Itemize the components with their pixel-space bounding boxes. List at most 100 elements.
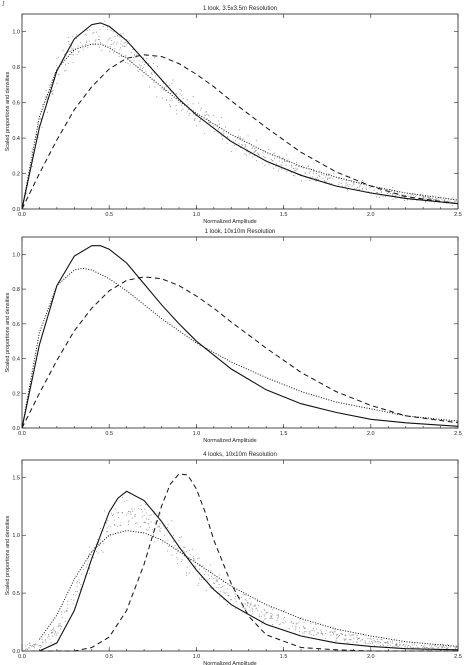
sample-point [390, 644, 391, 646]
sample-point [394, 646, 396, 648]
sample-point [379, 642, 381, 644]
sample-point [199, 120, 201, 122]
sample-point [79, 589, 81, 591]
sample-point [321, 632, 323, 634]
sample-point [137, 66, 139, 68]
sample-point [195, 115, 197, 116]
sample-point [187, 104, 189, 106]
sample-point [426, 647, 428, 648]
sample-point [27, 649, 28, 650]
sample-point [118, 512, 119, 514]
sample-point [326, 181, 327, 183]
sample-point [169, 104, 170, 106]
sample-point [220, 117, 222, 118]
x-tick-label: 1.5 [280, 212, 288, 218]
sample-point [139, 60, 141, 62]
x-tick-label: 1.5 [280, 654, 288, 660]
sample-point [337, 184, 339, 186]
sample-point [324, 633, 326, 634]
sample-point [361, 638, 363, 640]
sample-point [103, 543, 105, 545]
sample-point [341, 634, 343, 635]
sample-point [36, 134, 38, 136]
x-axis-label: Normalized Amplitude [203, 219, 257, 225]
sample-point [114, 508, 116, 510]
sample-point [394, 190, 396, 192]
sample-point [120, 43, 122, 45]
sample-point [359, 637, 360, 639]
sample-point [414, 643, 416, 645]
sample-point [447, 200, 449, 202]
sample-point [410, 193, 412, 195]
y-tick-label: 1.0 [12, 252, 20, 258]
sample-point [432, 195, 433, 197]
sample-point [107, 531, 108, 533]
sample-point [450, 199, 452, 201]
sample-point [204, 115, 206, 116]
sample-point [392, 646, 394, 648]
sample-point [369, 187, 371, 188]
sample-point [211, 587, 212, 589]
sample-point [244, 593, 245, 595]
sample-point [94, 40, 96, 42]
sample-point [174, 545, 176, 547]
sample-point [87, 563, 89, 565]
sample-point [110, 44, 112, 46]
sample-point [189, 559, 191, 561]
sample-point [453, 200, 455, 202]
sample-point [209, 587, 211, 588]
sample-point [329, 173, 331, 175]
sample-point [324, 637, 326, 639]
sample-point [311, 630, 313, 631]
sample-point [309, 171, 311, 173]
sample-point [422, 646, 424, 648]
sample-point [313, 630, 315, 632]
sample-point [121, 512, 123, 513]
sample-point [29, 642, 31, 644]
sample-point [345, 638, 347, 640]
sample-point [193, 558, 195, 560]
sample-point [133, 57, 134, 58]
sample-point [163, 87, 165, 88]
sample-point [71, 45, 73, 47]
sample-point [432, 199, 434, 201]
sample-point [278, 168, 280, 170]
sample-point [247, 605, 248, 607]
sample-point [202, 565, 204, 567]
sample-point [291, 621, 293, 622]
sample-point [68, 50, 70, 52]
sample-point [269, 618, 271, 619]
sample-point [186, 572, 187, 574]
sample-point [397, 192, 399, 194]
sample-point [132, 49, 134, 50]
sample-point [140, 66, 142, 68]
sample-point [317, 179, 319, 181]
sample-point [132, 510, 134, 512]
sample-point [129, 64, 131, 66]
sample-point [146, 512, 147, 514]
sample-point [73, 54, 75, 56]
sample-point [303, 621, 305, 623]
sample-point [108, 525, 110, 527]
sample-point [293, 168, 294, 170]
sample-point [353, 184, 355, 186]
sample-point [220, 587, 222, 588]
sample-point [399, 644, 401, 646]
sample-point [434, 645, 436, 647]
sample-point [160, 527, 162, 529]
sample-point [165, 99, 167, 101]
sample-point [109, 51, 110, 53]
sample-point [239, 147, 241, 148]
sample-point [64, 611, 66, 613]
sample-point [218, 584, 220, 585]
sample-point [211, 575, 212, 577]
sample-point [256, 160, 257, 162]
sample-point [321, 174, 323, 176]
sample-point [265, 157, 267, 159]
sample-point [131, 508, 133, 510]
sample-point [372, 642, 373, 644]
sample-point [116, 526, 118, 527]
sample-point [135, 57, 137, 58]
sample-point [44, 634, 46, 636]
sample-point [406, 647, 408, 648]
